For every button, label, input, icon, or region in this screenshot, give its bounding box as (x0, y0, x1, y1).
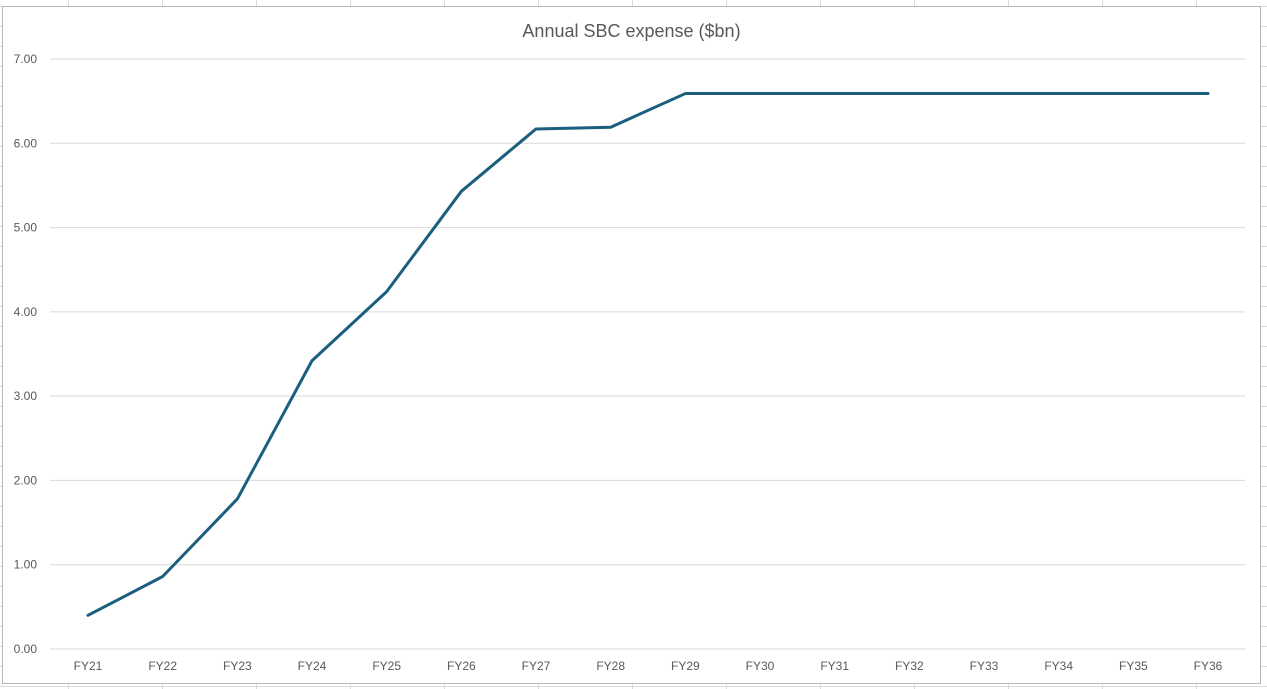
x-tick-label: FY29 (671, 659, 700, 673)
chart-title: Annual SBC expense ($bn) (522, 21, 741, 41)
y-tick-label: 4.00 (14, 305, 38, 319)
gridlines (50, 58, 1245, 650)
x-tick-label: FY28 (596, 659, 625, 673)
y-tick-label: 7.00 (14, 52, 38, 66)
x-tick-label: FY35 (1119, 659, 1148, 673)
x-tick-label: FY23 (223, 659, 252, 673)
x-tick-label: FY36 (1194, 659, 1223, 673)
y-tick-label: 5.00 (14, 221, 38, 235)
x-tick-label: FY31 (820, 659, 849, 673)
y-tick-label: 1.00 (14, 558, 38, 572)
y-tick-label: 0.00 (14, 642, 38, 656)
x-tick-label: FY22 (148, 659, 177, 673)
x-tick-label: FY30 (746, 659, 775, 673)
x-tick-label: FY33 (970, 659, 999, 673)
series-line-0[interactable] (86, 92, 1210, 617)
x-tick-label: FY24 (298, 659, 327, 673)
x-tick-label: FY26 (447, 659, 476, 673)
x-axis-tick-labels: FY21 FY22 FY23 FY24 FY25 FY26 FY27 FY28 FY29 FY30… (74, 659, 1223, 673)
y-tick-label: 2.00 (14, 473, 38, 487)
y-axis-tick-labels: 0.00 1.00 2.00 3.00 4.00 5.00 6.00 7.00 (14, 52, 38, 656)
x-tick-label: FY27 (522, 659, 551, 673)
y-tick-label: 3.00 (14, 389, 38, 403)
y-tick-label: 6.00 (14, 136, 38, 150)
x-tick-label: FY34 (1044, 659, 1073, 673)
series-lines (86, 92, 1210, 617)
x-tick-label: FY21 (74, 659, 103, 673)
x-tick-label: FY25 (372, 659, 401, 673)
x-tick-label: FY32 (895, 659, 924, 673)
